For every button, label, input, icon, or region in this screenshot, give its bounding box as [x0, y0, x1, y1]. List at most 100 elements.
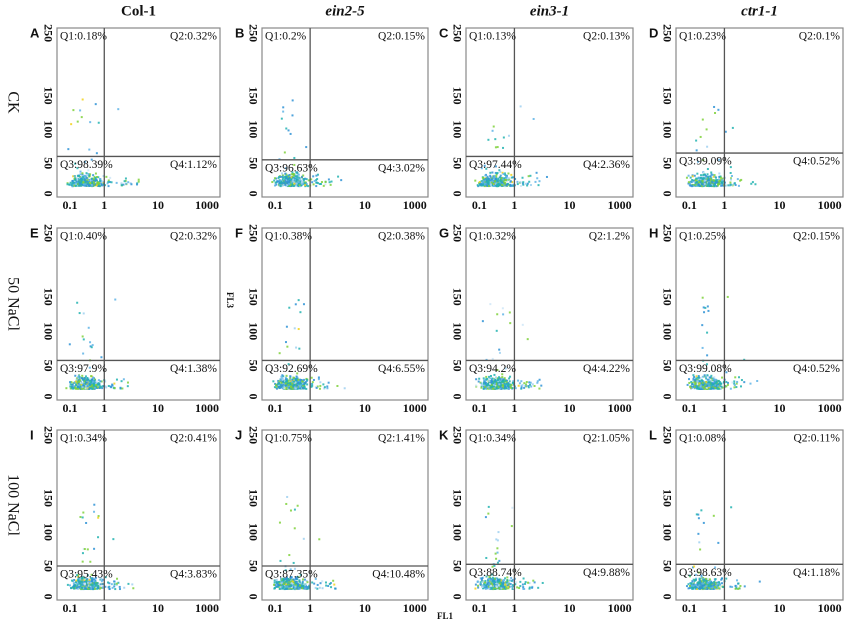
- density-dot: [494, 138, 497, 141]
- plot-panel: C Q1:0.13% Q2:0.13%Q3:97.44% Q4:2.36%0.1 1 10…: [439, 24, 634, 212]
- density-dot: [281, 174, 284, 177]
- density-dot: [283, 175, 286, 178]
- density-dot: [317, 376, 320, 379]
- density-dot: [708, 182, 711, 185]
- density-dot: [122, 378, 125, 381]
- density-dot: [291, 184, 294, 187]
- density-dot: [487, 577, 490, 580]
- density-dot: [285, 374, 288, 377]
- density-dot: [88, 580, 91, 583]
- density-dot: [304, 381, 307, 384]
- density-dot: [506, 182, 509, 185]
- density-dot: [298, 385, 301, 388]
- density-dot: [105, 175, 108, 178]
- density-dot: [294, 175, 297, 178]
- y-tick-label: 250: [450, 224, 464, 242]
- density-dot: [694, 178, 697, 181]
- density-dot: [74, 584, 77, 587]
- density-dot: [690, 380, 693, 383]
- density-dot: [521, 182, 524, 185]
- density-dot: [293, 508, 296, 511]
- density-dot: [493, 583, 496, 586]
- density-dot: [501, 179, 504, 182]
- density-dot: [280, 117, 283, 120]
- density-dot: [729, 181, 732, 184]
- density-dot: [528, 180, 531, 183]
- density-dot: [517, 379, 520, 382]
- density-dot: [295, 584, 298, 587]
- row-title: CK: [4, 91, 21, 114]
- density-dot: [509, 385, 512, 388]
- density-dot: [299, 378, 302, 381]
- density-dot: [296, 504, 299, 507]
- density-dot: [283, 151, 286, 154]
- density-dot: [99, 586, 102, 589]
- panel-letter: E: [30, 225, 39, 240]
- density-dot: [80, 386, 83, 389]
- density-dot: [493, 176, 496, 179]
- density-dot: [507, 382, 510, 385]
- density-dot: [292, 178, 295, 181]
- density-dot: [493, 174, 496, 177]
- density-dot: [295, 171, 298, 174]
- density-dot: [512, 183, 515, 186]
- density-dot: [694, 383, 697, 386]
- density-dot: [336, 384, 339, 387]
- density-dot: [708, 381, 711, 384]
- density-dot: [289, 577, 292, 580]
- density-dot: [508, 383, 511, 386]
- density-dot: [326, 387, 329, 390]
- density-dot: [490, 380, 493, 383]
- density-dot: [527, 581, 530, 584]
- density-dot: [502, 146, 505, 149]
- density-dot: [481, 584, 484, 587]
- density-dot: [286, 579, 289, 582]
- x-tick-label: 0.1: [63, 401, 78, 415]
- density-dot: [699, 182, 702, 185]
- density-dot: [297, 299, 300, 302]
- x-tick-label: 0.1: [268, 198, 283, 212]
- density-dot: [488, 575, 491, 578]
- density-dot: [295, 577, 298, 580]
- density-dot: [287, 363, 290, 366]
- density-dot: [717, 180, 720, 183]
- density-dot: [295, 386, 298, 389]
- density-dot: [720, 382, 723, 385]
- density-dot: [291, 171, 294, 174]
- x-tick-label: 1: [307, 401, 313, 415]
- density-dot: [292, 578, 295, 581]
- density-dot: [288, 176, 291, 179]
- density-dot: [98, 185, 101, 188]
- density-dot: [276, 582, 279, 585]
- density-dot: [687, 182, 690, 185]
- density-dot: [484, 177, 487, 180]
- density-dot: [82, 312, 85, 315]
- density-dot: [81, 335, 84, 338]
- density-dot: [719, 183, 722, 186]
- density-dot: [293, 567, 296, 570]
- density-dot: [120, 182, 123, 185]
- density-dot: [707, 384, 710, 387]
- density-dot: [510, 173, 513, 176]
- density-dot: [736, 579, 739, 582]
- density-dot: [92, 382, 95, 385]
- density-dot: [687, 174, 690, 177]
- quadrant-label: Q1:0.40%: [60, 231, 107, 243]
- density-dot: [494, 582, 497, 585]
- x-tick-label: 10: [152, 401, 164, 415]
- density-dot: [84, 184, 87, 187]
- quadrant-label: Q4:0.52%: [793, 156, 840, 168]
- density-dot: [328, 582, 331, 585]
- density-dot: [306, 585, 309, 588]
- density-dot: [89, 582, 92, 585]
- density-dot: [694, 183, 697, 186]
- density-dot: [279, 585, 282, 588]
- y-tick-label: 150: [41, 288, 55, 306]
- density-dot: [719, 175, 722, 178]
- quadrant-label: Q2:0.41%: [170, 433, 217, 445]
- density-dot: [312, 378, 315, 381]
- density-dot: [505, 587, 508, 590]
- quadrant-label: Q2:1.05%: [583, 433, 630, 445]
- density-dot: [302, 174, 305, 177]
- density-dot: [279, 175, 282, 178]
